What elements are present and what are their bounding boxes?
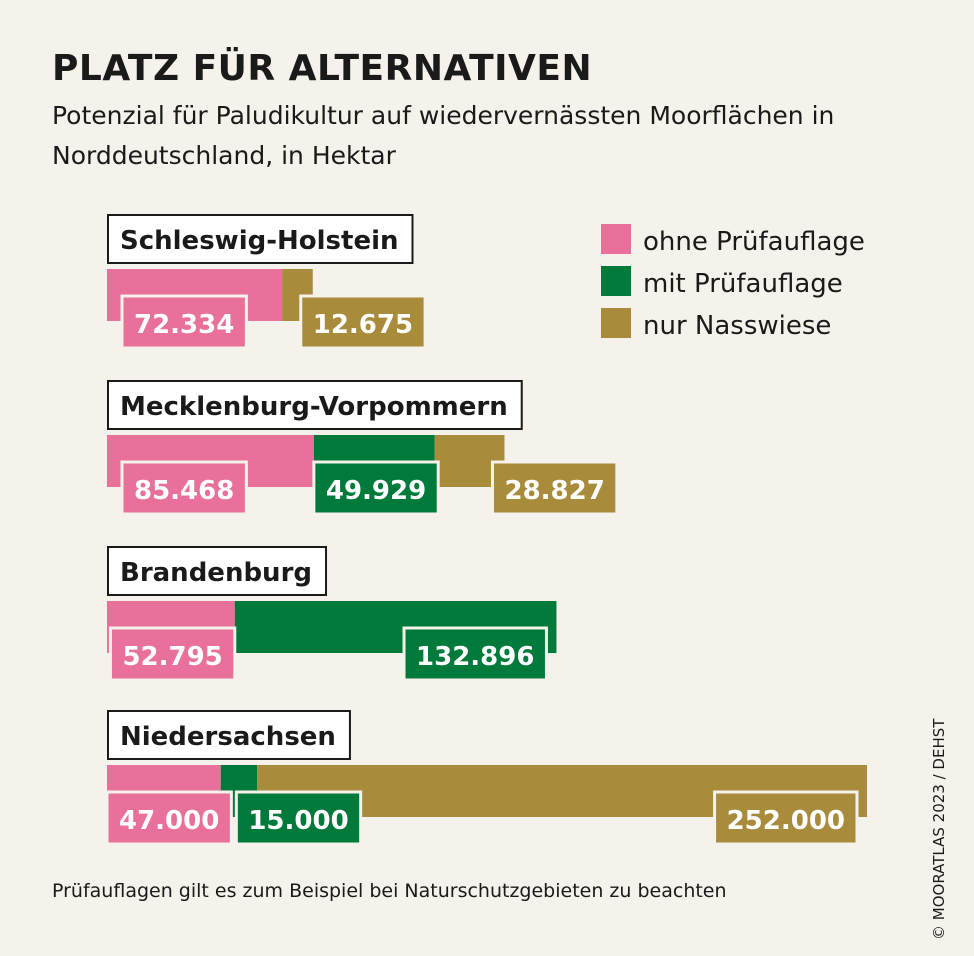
value-label-niedersachsen-mit: 15.000: [248, 806, 348, 836]
legend-swatch-nass: [601, 308, 631, 338]
legend-label-mit: mit Prüfauflage: [643, 269, 843, 299]
legend-label-nass: nur Nasswiese: [643, 311, 831, 341]
region-label-schleswig-holstein: Schleswig-Holstein: [120, 226, 399, 256]
chart-title: PLATZ FÜR ALTERNATIVEN: [52, 48, 593, 89]
region-label-box-schleswig-holstein: [107, 214, 414, 264]
region-label-box-brandenburg: [107, 546, 328, 596]
value-label-brandenburg-ohne: 52.795: [122, 642, 222, 672]
value-label-box-mecklenburg-vorpommern-ohne: [120, 460, 248, 516]
region-label-box-mecklenburg-vorpommern: [107, 380, 523, 430]
value-label-box-brandenburg-ohne: [108, 626, 237, 682]
value-label-brandenburg-mit: 132.896: [416, 642, 534, 672]
value-label-box-schleswig-holstein-nass: [299, 294, 427, 350]
region-label-mecklenburg-vorpommern: Mecklenburg-Vorpommern: [120, 392, 508, 422]
value-label-mecklenburg-vorpommern-ohne: 85.468: [134, 476, 234, 506]
value-label-box-schleswig-holstein-ohne: [120, 294, 248, 350]
value-label-box-niedersachsen-nass: [713, 790, 859, 846]
value-label-box-mecklenburg-vorpommern-nass: [490, 460, 619, 516]
footnote: Prüfauflagen gilt es zum Beispiel bei Na…: [52, 880, 727, 902]
value-label-schleswig-holstein-ohne: 72.334: [134, 310, 234, 340]
region-label-brandenburg: Brandenburg: [120, 558, 312, 588]
legend-label-ohne: ohne Prüfauflage: [643, 227, 865, 257]
value-label-box-brandenburg-mit: [402, 626, 548, 682]
value-label-box-mecklenburg-vorpommern-mit: [312, 460, 440, 516]
region-label-box-niedersachsen: [107, 710, 351, 760]
value-label-mecklenburg-vorpommern-mit: 49.929: [326, 476, 426, 506]
value-label-box-niedersachsen-ohne: [105, 790, 233, 846]
value-label-box-niedersachsen-mit: [234, 790, 363, 846]
value-label-niedersachsen-ohne: 47.000: [119, 806, 219, 836]
copyright-credit: © MOORATLAS 2023 / DEHST: [930, 718, 948, 940]
chart-subtitle: Potenzial für Paludikultur auf wiederver…: [52, 101, 835, 170]
value-label-mecklenburg-vorpommern-nass: 28.827: [504, 476, 604, 506]
legend-swatch-ohne: [601, 224, 631, 254]
value-label-schleswig-holstein-nass: 12.675: [313, 310, 413, 340]
legend-swatch-mit: [601, 266, 631, 296]
region-label-niedersachsen: Niedersachsen: [120, 722, 336, 752]
value-label-niedersachsen-nass: 252.000: [727, 806, 845, 836]
